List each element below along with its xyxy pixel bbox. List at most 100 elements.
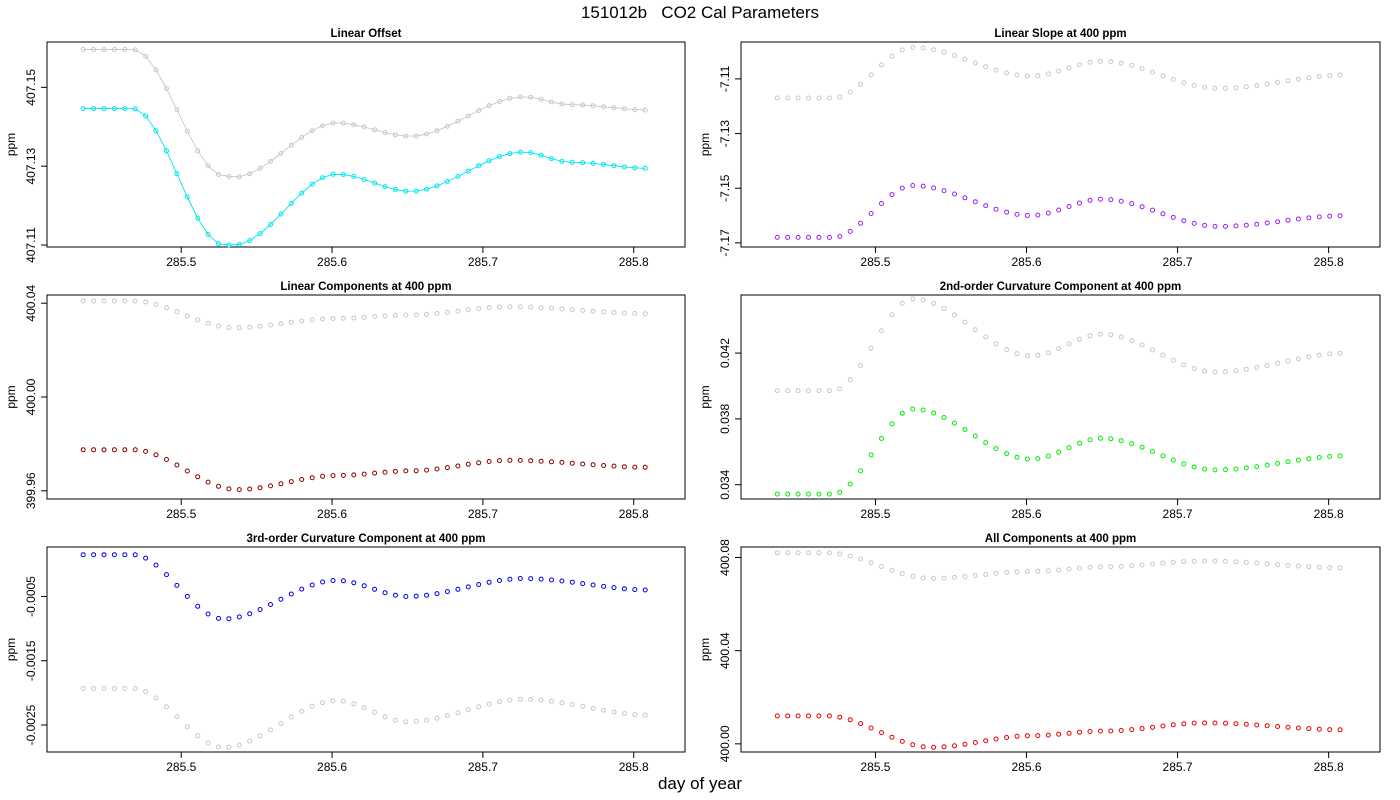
data-point [340,120,346,126]
data-point [601,707,607,713]
data-point [795,491,801,497]
data-point [299,708,305,714]
data-point [642,464,648,470]
data-point [1243,721,1249,727]
series-2 [774,406,1343,497]
data-point [143,53,149,59]
data-point [1160,453,1166,459]
data-point [899,47,905,53]
data-point [1264,220,1270,226]
data-point [1191,82,1197,88]
data-point [361,177,367,182]
data-point [868,345,874,351]
data-point [1191,366,1197,371]
data-point [205,232,211,237]
data-point [340,315,346,321]
data-point [910,573,916,579]
data-point [111,552,117,558]
data-point [507,697,513,703]
data-point [816,234,822,240]
data-point [858,468,864,474]
data-point [465,584,471,590]
data-point [611,310,617,315]
data-point [590,103,596,109]
data-point [392,592,398,598]
data-point [632,107,638,113]
data-point [1295,216,1301,222]
data-point [580,307,586,313]
series-1 [774,296,1343,394]
data-point [424,592,430,598]
data-point [1316,352,1322,358]
data-point [1139,444,1145,450]
data-point [1202,84,1208,90]
data-point [195,317,201,323]
data-point [372,709,378,715]
data-point [549,305,554,311]
data-point [826,713,832,719]
data-point [601,162,607,167]
y-tick-label: -0.0025 [24,704,38,745]
data-point [91,106,97,112]
data-point [1295,356,1301,362]
y-axis-label: ppm [4,638,18,661]
data-point [226,174,232,179]
data-point [611,463,617,469]
data-point [1004,70,1010,76]
data-point [486,305,492,311]
x-tick-label: 285.6 [1011,760,1041,774]
data-point [1160,73,1166,79]
data-point [257,165,263,171]
data-point [1337,350,1343,356]
x-tick-label: 285.5 [860,760,890,774]
data-point [268,727,273,733]
data-point [153,695,159,701]
data-point [101,447,107,453]
data-point [1191,558,1197,564]
data-point [403,719,409,725]
data-point [993,446,999,452]
data-point [931,300,937,306]
data-point [1118,60,1124,66]
data-point [1233,85,1239,91]
panel-title: 2nd-order Curvature Component at 400 ppm [940,281,1182,293]
panel-title: Linear Components at 400 ppm [280,281,451,293]
data-point [993,736,999,742]
data-point [972,199,978,205]
data-point [642,107,648,113]
data-point [1202,368,1208,374]
data-point [392,132,398,138]
data-point [444,589,450,595]
data-point [1014,454,1020,460]
data-point [184,194,190,200]
data-point [91,552,97,558]
data-point [1077,62,1082,68]
data-point [1254,221,1260,227]
data-point [507,576,513,582]
data-point [1223,720,1228,726]
data-point [611,709,617,715]
data-point [1212,467,1218,473]
data-point [1285,217,1291,223]
data-point [632,165,638,171]
panel-6: All Components at 400 ppm ppm 285.5 285.6 28… [698,533,1381,774]
y-tick-label: -0.0005 [24,576,38,617]
data-point [247,486,253,492]
data-point [226,242,232,248]
data-point [1233,721,1239,727]
data-point [299,477,305,482]
data-point [569,460,575,466]
data-point [1243,559,1249,565]
data-point [268,159,273,164]
panel-2: Linear Slope at 400 ppm ppm 285.5 285.6 285.… [698,28,1381,269]
data-point [164,572,169,578]
x-tick-label: 285.7 [1163,507,1193,521]
data-point [1212,223,1218,229]
data-point [434,466,440,472]
data-point [497,304,502,310]
data-point [1170,357,1176,363]
data-point [1087,729,1093,734]
data-point [1327,565,1333,571]
data-point [983,738,989,744]
data-point [476,704,482,710]
